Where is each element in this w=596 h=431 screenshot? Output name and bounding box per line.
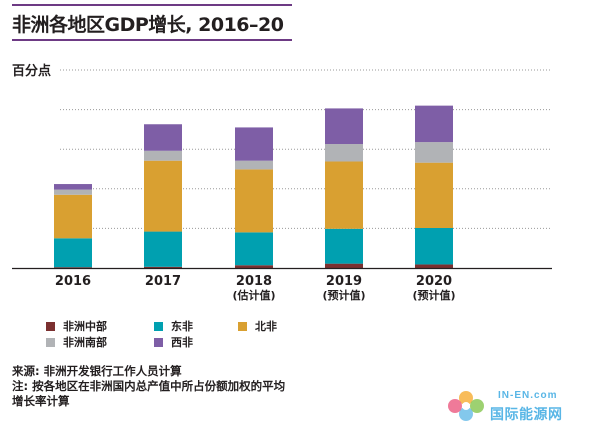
bar-2019-series-1 [325,263,363,268]
x-tick-label-2020: 2020 [416,274,452,289]
legend-label-south: 非洲南部 [63,336,107,349]
bar-2020-series-4 [415,142,453,163]
y-unit-label: 百分点 [12,64,52,79]
watermark-logo-icon [448,391,484,421]
legend-item-west: 西非 [154,334,193,350]
legend-swatch-west [154,337,163,347]
bar-2018-series-3 [235,169,273,233]
method-note: 注: 按各地区在非洲国内总产值中所占份额加权的平均 [12,379,286,393]
x-tick-label-2019: 2019 [326,274,362,289]
legend-item-east: 东非 [154,318,193,334]
method-note-continued: 增长率计算 [12,394,70,408]
bar-2016-series-5 [54,184,92,190]
bar-2017-series-3 [144,160,182,232]
source-note: 来源: 非洲开发银行工作人员计算 [12,364,182,378]
legend-swatch-south [46,337,55,347]
legend-swatch-central [46,321,55,331]
legend-label-central: 非洲中部 [63,320,107,333]
legend-label-east: 东非 [171,320,193,333]
legend-item-central: 非洲中部 [46,318,107,334]
bar-2016-series-4 [54,189,92,195]
bar-2017-series-4 [144,150,182,161]
bar-2018-series-2 [235,232,273,266]
legend-swatch-east [154,321,163,331]
legend-item-north: 北非 [238,318,277,334]
legend-item-south: 非洲南部 [46,334,107,350]
bar-2019-series-3 [325,161,363,229]
x-tick-note-2020: (预计值) [412,288,455,302]
chart-title: 非洲各地区GDP增长, 2016–20 [12,14,284,36]
bar-2020-series-5 [415,105,453,143]
title-top-rule [12,4,292,6]
bar-2016-series-1 [54,267,92,268]
legend-label-north: 北非 [255,320,277,333]
x-tick-label-2016: 2016 [55,274,91,289]
bar-2018-series-4 [235,160,273,170]
bar-2016-series-2 [54,238,92,268]
legend-label-west: 西非 [171,336,193,349]
title-bottom-rule [12,39,292,41]
bar-2017-series-1 [144,266,182,268]
watermark-domain: IN-EN.com [498,390,558,401]
x-tick-label-2018: 2018 [236,274,272,289]
x-tick-label-2017: 2017 [145,274,181,289]
legend-swatch-north [238,321,247,331]
bar-2016-series-3 [54,194,92,239]
bar-2018-series-5 [235,127,273,161]
x-tick-note-2018: (估计值) [232,288,275,302]
bar-2019-series-4 [325,144,363,162]
bar-2019-series-2 [325,228,363,264]
bar-2020-series-2 [415,228,453,265]
bar-2019-series-5 [325,108,363,145]
bar-2017-series-2 [144,231,182,267]
bar-2020-series-1 [415,264,453,268]
bar-2020-series-3 [415,162,453,229]
x-tick-note-2019: (预计值) [322,288,365,302]
watermark-name: 国际能源网 [490,407,563,423]
bar-2018-series-1 [235,265,273,268]
bar-2017-series-5 [144,124,182,151]
